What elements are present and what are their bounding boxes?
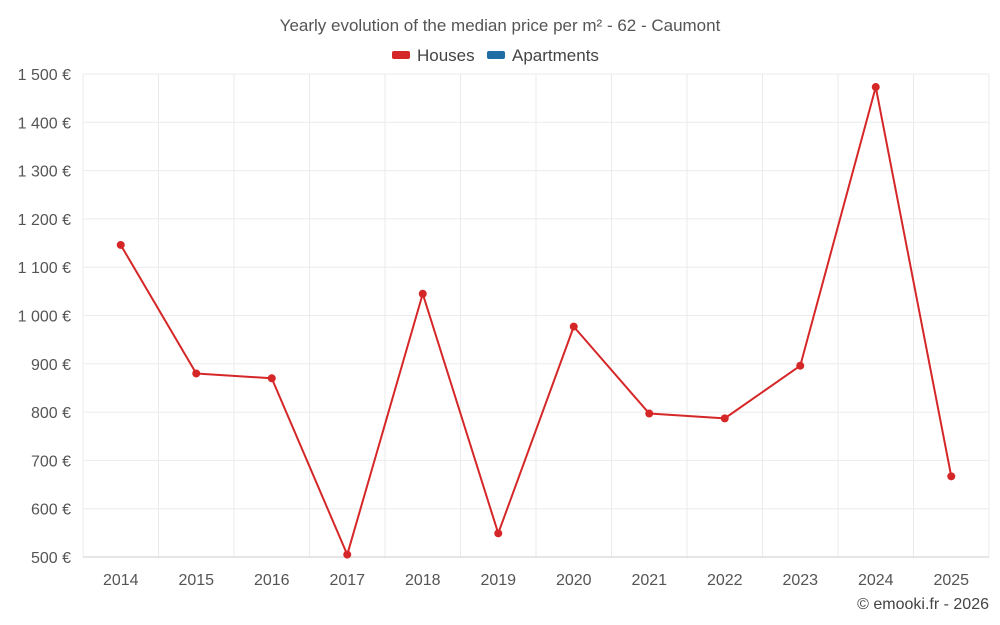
series-layer xyxy=(116,83,956,559)
data-point-houses[interactable] xyxy=(343,550,352,559)
legend-label-houses: Houses xyxy=(417,46,475,65)
data-point-houses[interactable] xyxy=(192,369,201,378)
chart-title: Yearly evolution of the median price per… xyxy=(280,16,721,35)
x-tick-label: 2020 xyxy=(556,572,592,589)
y-tick-label: 600 € xyxy=(31,502,71,519)
data-point-houses[interactable] xyxy=(720,414,729,423)
y-tick-label: 1 100 € xyxy=(18,260,71,277)
y-tick-label: 800 € xyxy=(31,405,71,422)
data-point-houses[interactable] xyxy=(494,529,503,538)
x-tick-label: 2018 xyxy=(405,572,441,589)
x-tick-label: 2019 xyxy=(480,572,516,589)
x-tick-label: 2025 xyxy=(933,572,969,589)
x-axis-ticks: 2014 2015 2016 2017 2018 2019 2020 2021 2022 2023… xyxy=(103,572,969,589)
legend-item-apartments[interactable]: Apartments xyxy=(487,46,599,65)
data-point-houses[interactable] xyxy=(645,409,654,418)
legend-label-apartments: Apartments xyxy=(512,46,599,65)
y-tick-label: 1 200 € xyxy=(18,212,71,229)
y-tick-label: 700 € xyxy=(31,453,71,470)
y-tick-label: 1 500 € xyxy=(18,67,71,84)
x-tick-label: 2021 xyxy=(631,572,667,589)
x-tick-label: 2022 xyxy=(707,572,743,589)
x-tick-label: 2015 xyxy=(178,572,214,589)
data-point-houses[interactable] xyxy=(796,361,805,370)
y-axis-ticks: 500 € 600 € 700 € 800 € 900 € 1 000 € 1 100 € 1… xyxy=(18,67,71,567)
x-tick-label: 2016 xyxy=(254,572,290,589)
y-tick-label: 1 400 € xyxy=(18,115,71,132)
legend-swatch-houses xyxy=(392,51,410,59)
y-grid xyxy=(83,73,989,510)
y-tick-label: 1 000 € xyxy=(18,309,71,326)
legend-swatch-apartments xyxy=(487,51,505,59)
credit-text: © emooki.fr - 2026 xyxy=(857,596,989,613)
x-tick-label: 2014 xyxy=(103,572,139,589)
data-point-houses[interactable] xyxy=(871,83,880,92)
legend-item-houses[interactable]: Houses xyxy=(392,46,475,65)
y-tick-label: 500 € xyxy=(31,550,71,567)
x-tick-label: 2024 xyxy=(858,572,894,589)
series-line-houses xyxy=(119,86,953,556)
data-point-houses[interactable] xyxy=(116,240,125,249)
y-tick-label: 1 300 € xyxy=(18,164,71,181)
data-point-houses[interactable] xyxy=(418,289,427,298)
x-tick-label: 2017 xyxy=(329,572,365,589)
y-tick-label: 900 € xyxy=(31,357,71,374)
x-tick-label: 2023 xyxy=(782,572,818,589)
data-point-houses[interactable] xyxy=(267,374,276,383)
data-point-houses[interactable] xyxy=(569,322,578,331)
legend: Houses Apartments xyxy=(392,46,599,65)
data-point-houses[interactable] xyxy=(947,472,956,481)
